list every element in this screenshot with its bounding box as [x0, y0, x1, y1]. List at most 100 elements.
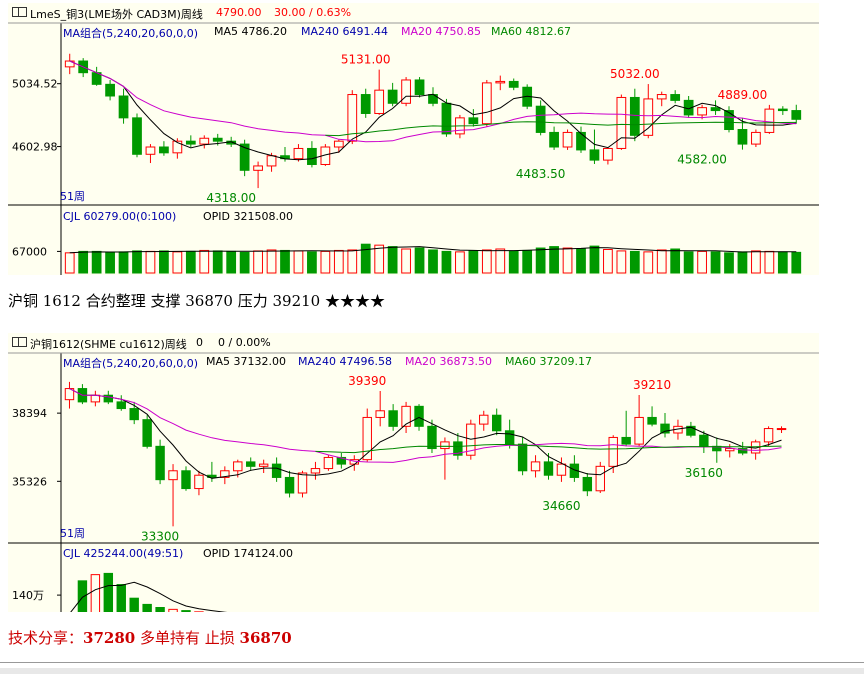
- volume-bar: [562, 247, 573, 274]
- candle-body: [220, 470, 230, 478]
- candle-body: [258, 463, 269, 467]
- volume-bar: [266, 249, 277, 274]
- volume-bar: [683, 251, 694, 274]
- last-price: 4790.00: [216, 6, 262, 19]
- volume-bar: [159, 250, 169, 274]
- candlestick-chart: 38394 35326 39390 39210 33300 34660 36160 140万: [8, 352, 819, 612]
- y-tick-label: 35326: [12, 475, 47, 488]
- volume-bar: [116, 584, 126, 612]
- volume-bar: [78, 250, 89, 274]
- volume-bar: [428, 249, 438, 274]
- candle-body: [643, 98, 654, 136]
- ma-combo-label: MA组合(5,240,20,60,0,0): [63, 357, 199, 370]
- candle-body: [116, 401, 126, 410]
- candle-body: [686, 425, 696, 436]
- candle-body: [656, 94, 667, 100]
- candlestick-chart: 5034.52 4602.98 5131.00 5032.00 4889.00 4318.…: [8, 22, 819, 275]
- volume-bar: [118, 251, 129, 274]
- candle-body: [491, 414, 502, 432]
- candle-body: [388, 410, 398, 427]
- candle-body: [266, 155, 277, 167]
- volume-bar: [239, 251, 250, 274]
- candle-body: [576, 131, 586, 151]
- candle-body: [535, 105, 546, 133]
- volume-bar: [576, 248, 586, 274]
- candle-body: [159, 146, 169, 154]
- volume-bar: [697, 250, 707, 274]
- candle-body: [414, 405, 424, 427]
- volume-bar: [129, 597, 139, 612]
- chart-title: LmeS_铜3(LME场外 CAD3M)周线: [30, 8, 203, 21]
- volume-bar: [199, 249, 210, 274]
- candle-body: [603, 147, 613, 161]
- note-prefix: 技术分享：: [8, 629, 84, 647]
- volume-bar: [387, 246, 398, 274]
- high-price-label: 5032.00: [610, 67, 660, 81]
- low-price-label: 36160: [685, 466, 723, 480]
- candle-body: [468, 117, 479, 125]
- candle-body: [427, 425, 437, 450]
- candle-body: [168, 470, 178, 481]
- vol-tick-label: 140万: [12, 589, 44, 602]
- note-price: 37280: [83, 629, 136, 647]
- opid-label: OPID 321508.00: [203, 210, 293, 223]
- high-price-label: 39210: [633, 378, 671, 392]
- candle-body: [660, 423, 670, 434]
- candle-body: [374, 89, 385, 114]
- candle-body: [172, 140, 183, 154]
- candle-body: [212, 137, 223, 142]
- volume-bar: [737, 251, 748, 274]
- trade-note: 技术分享：37280 多单持有 止损 36870: [8, 627, 292, 648]
- candle-body: [387, 89, 398, 104]
- volume-bar: [142, 603, 152, 612]
- scrollbar-track[interactable]: [0, 668, 864, 674]
- candle-body: [751, 131, 761, 145]
- ma60-label: MA60 4812.67: [491, 25, 571, 38]
- low-price-label: 4318.00: [206, 191, 256, 205]
- analysis-note: 沪铜 1612 合约整理 支撑 36870 压力 39210 ★★★★: [8, 292, 385, 310]
- volume-bar: [710, 251, 721, 274]
- volume-bar: [172, 251, 183, 274]
- candle-body: [132, 117, 142, 155]
- note-stop: 36870: [239, 629, 292, 647]
- volume-bar: [603, 248, 613, 274]
- candle-body: [495, 80, 506, 84]
- price-change: 30.00 / 0.63%: [274, 6, 352, 19]
- volume-label: CJL 425244.00(49:51): [63, 547, 184, 560]
- volume-bar: [77, 580, 88, 612]
- volume-bar: [155, 607, 165, 612]
- volume-bar: [64, 252, 75, 274]
- chart-panel-shfe: 沪铜1612(SHME cu1612)周线 0 0 / 0.00% MA组合(5…: [8, 333, 819, 612]
- candle-body: [595, 465, 605, 492]
- volume-bar: [105, 251, 115, 274]
- volume-bar: [181, 610, 191, 612]
- candle-body: [239, 143, 250, 171]
- candle-body: [699, 434, 709, 447]
- candle-body: [608, 436, 618, 467]
- candle-body: [763, 428, 774, 443]
- period-label: 51周: [60, 190, 85, 203]
- candle-body: [629, 96, 640, 136]
- price-change: 0 / 0.00%: [218, 336, 271, 349]
- window-icon: [12, 336, 30, 349]
- volume-bar: [212, 250, 223, 274]
- chart-panel-lme: LmeS_铜3(LME场外 CAD3M)周线 4790.00 30.00 / 0…: [8, 3, 819, 275]
- volume-bar: [724, 252, 734, 274]
- candle-body: [347, 94, 358, 142]
- candle-body: [530, 461, 541, 472]
- volume-bar: [589, 245, 600, 274]
- volume-bar: [468, 250, 479, 274]
- volume-bar: [549, 246, 559, 274]
- candle-body: [90, 394, 101, 403]
- high-price-label: 4889.00: [718, 88, 768, 102]
- candle-body: [129, 408, 139, 421]
- volume-bar: [522, 249, 533, 274]
- volume-bar: [455, 251, 465, 274]
- ma240-label: MA240 6491.44: [301, 25, 388, 38]
- low-price-label: 4483.50: [516, 167, 566, 181]
- ma5-line: [69, 60, 797, 161]
- candle-body: [589, 149, 600, 161]
- candle-body: [440, 441, 450, 450]
- candle-body: [453, 441, 463, 456]
- candle-body: [336, 456, 347, 465]
